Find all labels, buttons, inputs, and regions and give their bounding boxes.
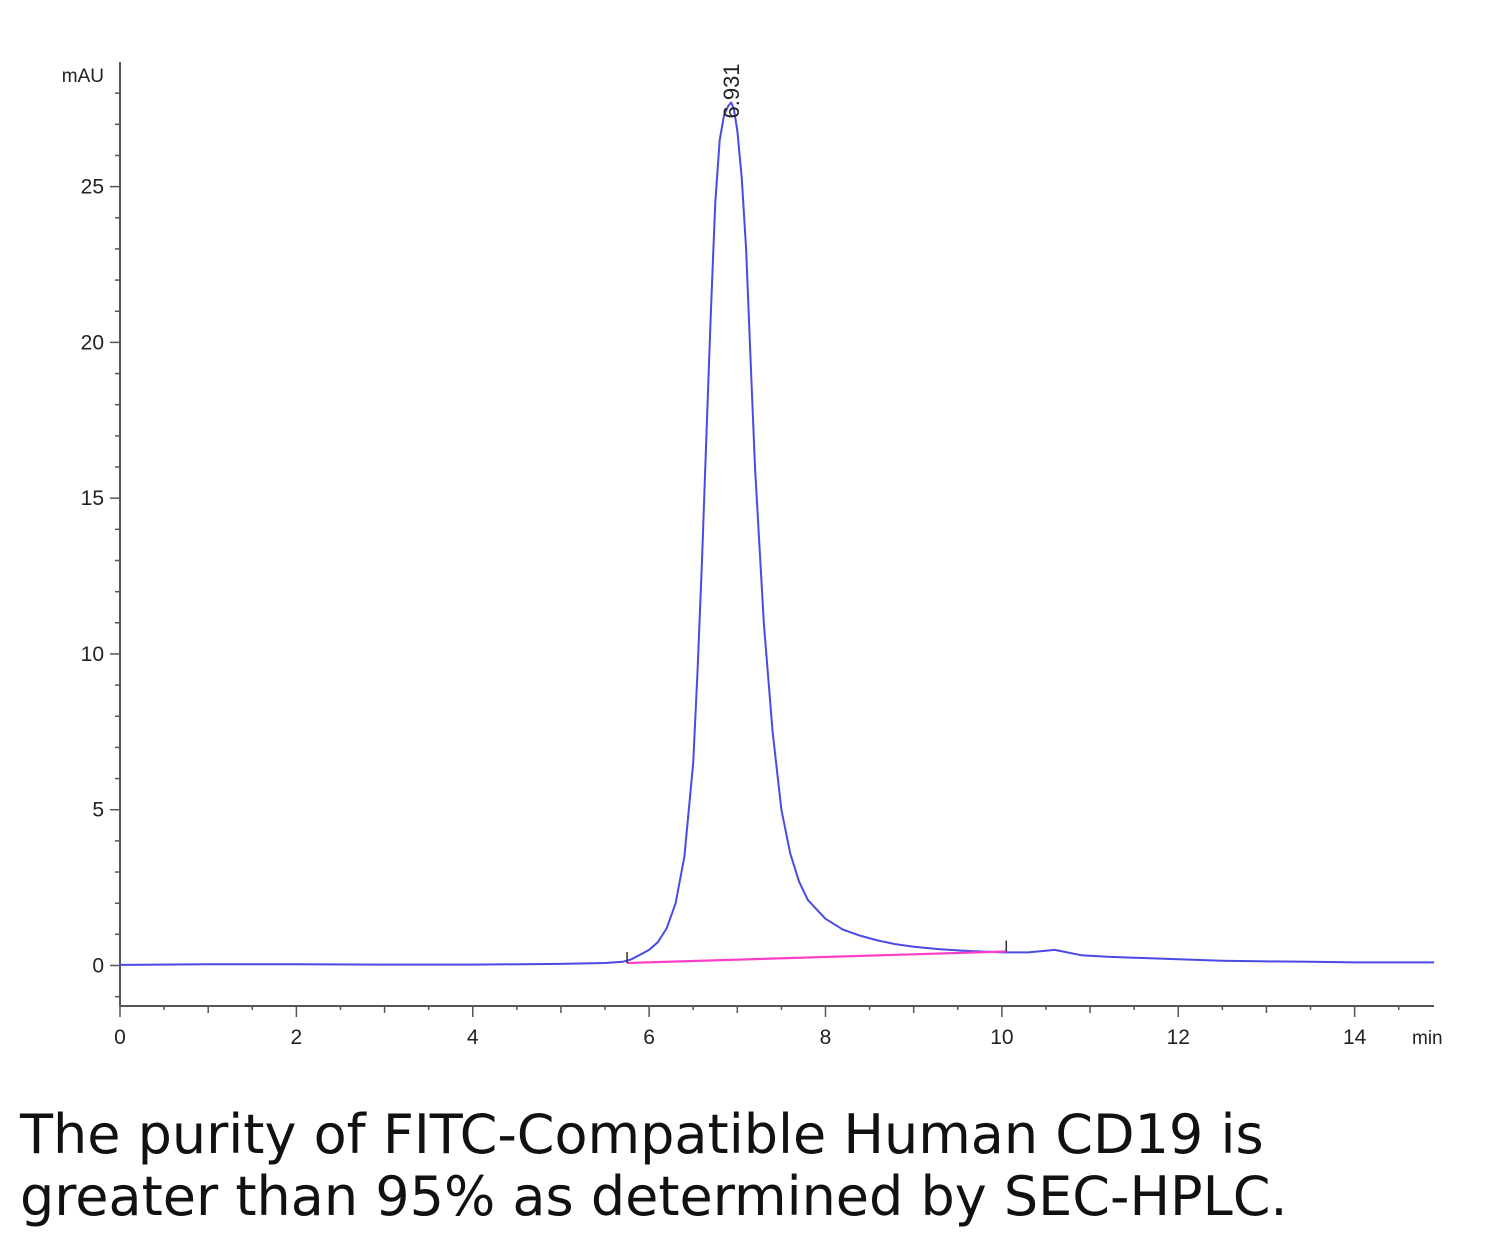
y-tick-label: 15: [81, 487, 104, 510]
y-tick-label: 20: [81, 331, 104, 354]
x-unit-label: min: [1412, 1028, 1443, 1049]
integration-baseline: [627, 950, 1007, 965]
x-tick-label: 10: [990, 1026, 1013, 1049]
y-tick-label: 5: [92, 799, 104, 822]
y-axis: 0 5 10 15 20 25: [81, 92, 120, 998]
peak-retention-label: 6.931: [719, 63, 744, 118]
x-tick-label: 4: [467, 1026, 479, 1049]
annotation-group: 6.931: [719, 63, 744, 118]
x-tick-label: 14: [1343, 1026, 1367, 1049]
chromatogram-chart: 0 5 10 15 20 25 0 2 4 6 8 10 12 14 mAU min 6.931: [62, 62, 1443, 1049]
x-tick-label: 8: [820, 1026, 832, 1049]
x-tick-label: 6: [643, 1026, 655, 1049]
figure-caption: The purity of FITC-Compatible Human CD19…: [20, 1104, 1480, 1228]
series-group: [119, 101, 1434, 966]
y-unit-label: mAU: [62, 66, 104, 87]
x-axis: 0 2 4 6 8 10 12 14: [114, 1006, 1400, 1049]
caption-line-2: greater than 95% as determined by SEC-HP…: [20, 1165, 1288, 1228]
x-tick-label: 0: [114, 1026, 126, 1049]
chromatogram-trace: [119, 101, 1434, 966]
chart-svg: 0 5 10 15 20 25 0 2 4 6 8 10 12 14 mAU min 6.931: [62, 62, 1443, 1049]
y-tick-label: 0: [92, 954, 104, 977]
x-tick-label: 12: [1167, 1026, 1190, 1049]
x-tick-label: 2: [291, 1026, 303, 1049]
caption-line-1: The purity of FITC-Compatible Human CD19…: [20, 1103, 1264, 1166]
y-tick-label: 25: [81, 176, 104, 199]
y-tick-label: 10: [81, 643, 104, 666]
